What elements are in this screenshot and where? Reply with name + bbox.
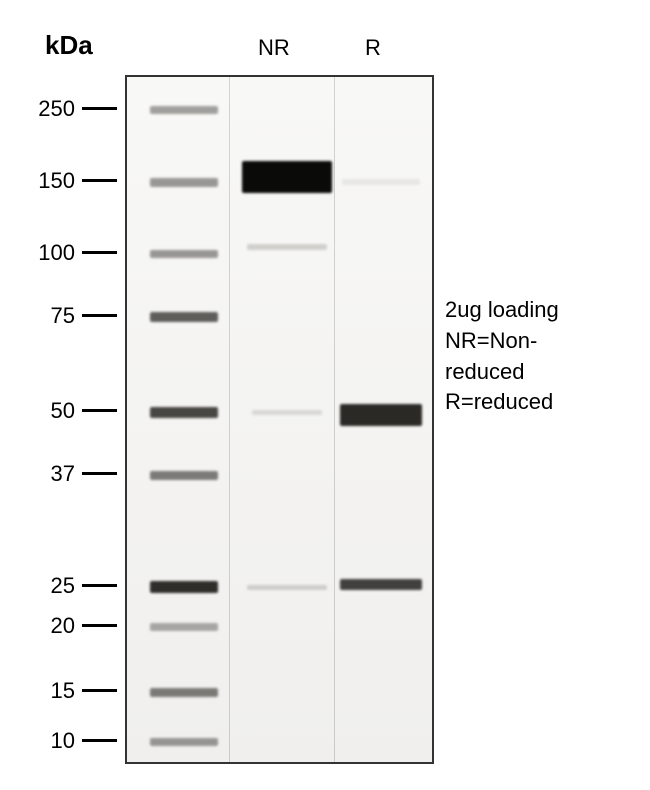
figure-legend: 2ug loadingNR=Non-reducedR=reduced — [445, 295, 559, 418]
marker-tick-50 — [82, 409, 117, 412]
legend-line-0: 2ug loading — [445, 295, 559, 326]
ladder-band-3 — [150, 312, 218, 322]
legend-line-1: NR=Non- — [445, 326, 559, 357]
lane-divider-0 — [229, 77, 230, 762]
marker-label-100: 100 — [25, 240, 75, 266]
ladder-band-8 — [150, 688, 218, 697]
marker-tick-15 — [82, 689, 117, 692]
marker-tick-150 — [82, 179, 117, 182]
marker-label-20: 20 — [25, 613, 75, 639]
marker-label-25: 25 — [25, 573, 75, 599]
marker-label-250: 250 — [25, 96, 75, 122]
marker-tick-10 — [82, 739, 117, 742]
nr-band-2 — [252, 410, 322, 415]
nr-band-1 — [247, 244, 327, 250]
nr-band-0 — [242, 161, 332, 193]
marker-label-37: 37 — [25, 461, 75, 487]
marker-label-75: 75 — [25, 303, 75, 329]
lane-label-r: R — [365, 35, 381, 61]
marker-label-10: 10 — [25, 728, 75, 754]
marker-tick-75 — [82, 314, 117, 317]
marker-tick-250 — [82, 107, 117, 110]
lane-label-nr: NR — [258, 35, 290, 61]
ladder-band-7 — [150, 623, 218, 631]
ladder-band-2 — [150, 250, 218, 258]
ladder-band-5 — [150, 471, 218, 480]
marker-label-50: 50 — [25, 398, 75, 424]
marker-label-150: 150 — [25, 168, 75, 194]
gel-image-box — [125, 75, 434, 764]
ladder-band-4 — [150, 407, 218, 418]
ladder-band-6 — [150, 581, 218, 593]
legend-line-2: reduced — [445, 357, 559, 388]
gel-figure-container: kDa NR R 250 150 100 75 50 37 25 20 15 10 2ug loa… — [20, 20, 630, 770]
marker-label-15: 15 — [25, 678, 75, 704]
ladder-band-1 — [150, 178, 218, 187]
legend-line-3: R=reduced — [445, 387, 559, 418]
r-band-1 — [340, 404, 422, 426]
r-band-2 — [340, 579, 422, 590]
nr-band-3 — [247, 585, 327, 590]
marker-tick-25 — [82, 584, 117, 587]
ladder-band-0 — [150, 106, 218, 114]
lane-divider-1 — [334, 77, 335, 762]
marker-tick-100 — [82, 251, 117, 254]
marker-tick-20 — [82, 624, 117, 627]
marker-tick-37 — [82, 472, 117, 475]
y-axis-title: kDa — [45, 30, 93, 61]
ladder-band-9 — [150, 738, 218, 746]
r-band-0 — [342, 179, 420, 185]
